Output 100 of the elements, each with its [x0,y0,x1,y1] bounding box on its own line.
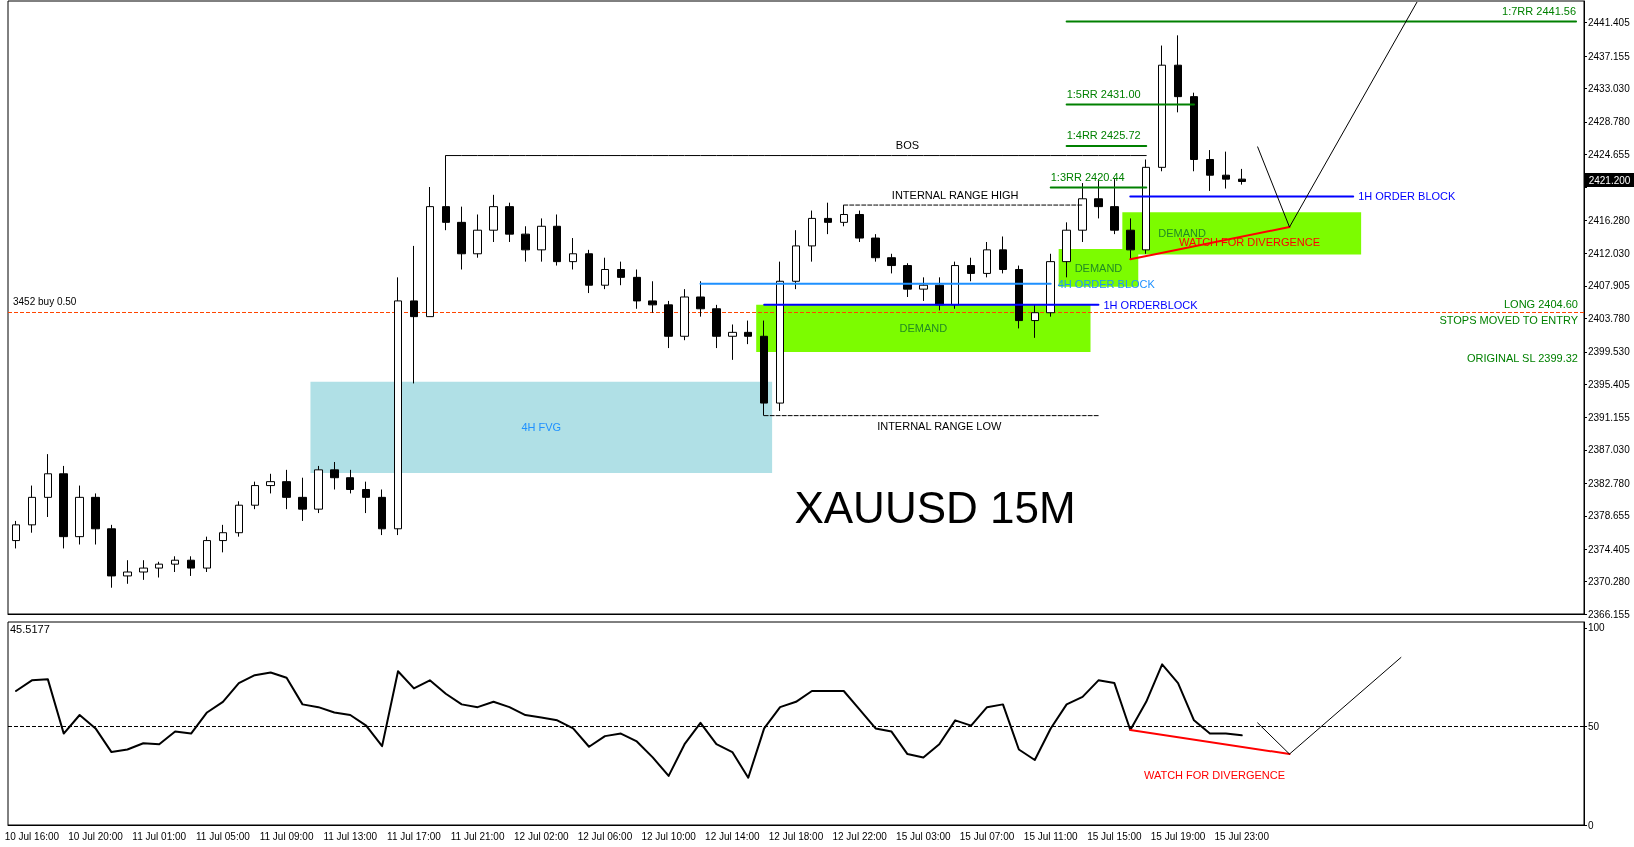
candlestick [91,492,100,545]
x-tick-label: 15 Jul 15:00 [1087,830,1143,842]
candlestick [776,261,784,412]
band-label: DEMAND [1074,261,1123,274]
candlestick [378,489,386,536]
candlestick [251,481,259,510]
candlestick [728,323,737,361]
x-tick-label: 12 Jul 06:00 [577,830,633,842]
y-tick-label: 2412.030 [1588,248,1631,260]
candlestick [935,276,944,311]
candlestick [505,202,514,243]
candlestick [171,555,179,573]
candlestick [601,257,609,290]
candlestick [219,524,227,553]
candlestick [983,241,991,278]
candlestick [569,237,577,270]
series-label: 1H ORDERBLOCK [1103,298,1199,311]
y-tick-label: 2395.405 [1588,378,1631,390]
y-tick-label: 2437.155 [1588,50,1631,62]
x-tick-label: 12 Jul 18:00 [768,830,824,842]
series-label: 1:4RR 2425.72 [1066,129,1141,142]
y-tick-label: 2399.530 [1588,346,1631,358]
candlestick [903,262,912,298]
candlestick [1142,158,1150,255]
y-tick-label: 2366.155 [1588,608,1631,620]
x-tick-label: 12 Jul 10:00 [641,830,697,842]
candlestick [346,469,354,494]
annotation: STOPS MOVED TO ENTRY [1439,313,1579,326]
candlestick [266,473,275,494]
y-tick-label: 2382.780 [1588,477,1631,489]
candlestick [1015,265,1023,329]
candlestick [282,469,291,510]
x-tick-label: 15 Jul 03:00 [896,830,952,842]
candlestick [680,288,689,341]
candlestick [1190,92,1198,172]
candlestick [426,186,434,318]
candlestick [1206,149,1214,192]
candlestick [1158,45,1166,172]
candlestick [155,561,163,578]
x-tick-label: 11 Jul 17:00 [387,830,442,842]
x-tick-label: 12 Jul 14:00 [705,830,760,842]
candlestick [298,477,307,522]
candlestick [967,257,975,282]
candlestick [855,210,864,243]
y-tick-label: 2403.780 [1588,312,1631,324]
x-tick-label: 10 Jul 20:00 [68,830,124,842]
candlestick [489,194,498,243]
x-tick-label: 11 Jul 09:00 [259,830,314,842]
candlestick [664,300,673,349]
candlestick [999,235,1007,274]
candlestick [792,229,800,290]
annotation: LONG 2404.60 [1504,297,1578,310]
text: 2421.200 [1588,174,1631,186]
x-tick-label: 11 Jul 13:00 [323,830,378,842]
y-tick-label: 100 [1588,622,1606,634]
x-tick-label: 11 Jul 01:00 [132,830,187,842]
candlestick [123,559,132,585]
y-tick-label: 2441.405 [1588,17,1631,29]
candlestick [871,233,880,263]
y-tick-label: 2387.030 [1588,444,1631,456]
band-label: DEMAND [899,322,948,335]
candlestick [951,261,959,310]
x-tick-label: 12 Jul 22:00 [832,830,888,842]
text: XAUUSD 15M [794,482,1076,532]
candlestick [553,213,561,267]
candlestick [203,536,211,573]
candlestick [410,245,418,384]
candlestick [1222,151,1230,190]
y-tick-label: 2370.280 [1588,576,1631,588]
y-tick-label: 2378.655 [1588,510,1631,522]
series-label: 1:7RR 2441.56 [1502,5,1577,18]
candlestick [1238,168,1246,186]
candlestick [457,206,466,270]
y-tick-label: 2374.405 [1588,543,1631,555]
candlestick [1062,221,1071,278]
candlestick [187,555,195,577]
annotation: ORIGINAL SL 2399.32 [1466,352,1578,364]
y-tick-label: 2391.155 [1588,412,1631,424]
y-tick-label: 2428.780 [1588,116,1631,128]
candlestick [1031,304,1039,339]
candlestick [362,481,370,514]
candlestick [1126,217,1135,260]
candlestick [394,276,402,536]
candlestick [887,253,896,274]
candlestick [537,217,546,263]
candlestick [617,261,625,286]
candlestick [633,268,641,310]
series-label: 1:3RR 2420.44 [1050,170,1125,183]
series-label: 1:5RR 2431.00 [1066,87,1141,100]
candlestick [75,485,84,545]
candlestick [28,485,36,534]
x-tick-label: 11 Jul 05:00 [196,830,251,842]
series-label: BOS [895,139,920,152]
series-label: INTERNAL RANGE LOW [877,420,1003,433]
candlestick [712,304,721,349]
x-tick-label: 15 Jul 19:00 [1150,830,1206,842]
series-label: 1H ORDER BLOCK [1358,190,1457,203]
band-label: 4H FVG [521,421,562,434]
candlestick [1174,34,1182,113]
candlestick [744,320,752,345]
